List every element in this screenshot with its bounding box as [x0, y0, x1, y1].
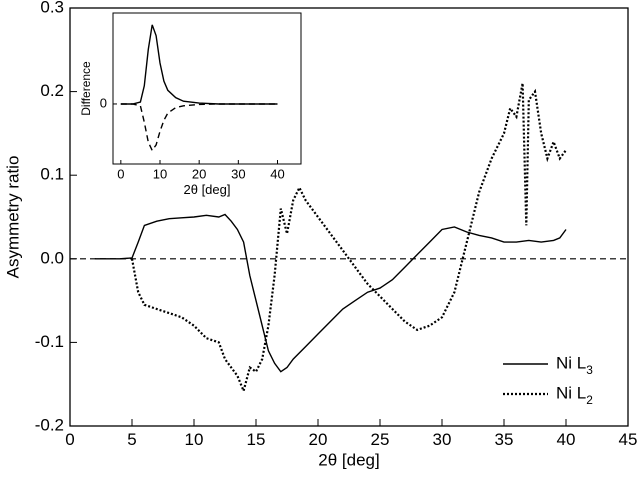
x-axis-label: 2θ [deg]: [318, 450, 379, 469]
x-tick-label: 10: [153, 166, 167, 181]
x-tick-label: 25: [371, 430, 390, 449]
x-tick-label: 40: [270, 166, 284, 181]
legend-label: Ni L3: [556, 353, 593, 377]
y-axis-label: Difference: [79, 61, 93, 116]
data-line: [120, 103, 278, 152]
x-tick-label: 5: [127, 430, 136, 449]
data-line: [94, 213, 567, 373]
y-tick-label: 0.1: [40, 165, 64, 184]
x-tick-label: 35: [495, 430, 514, 449]
legend-label: Ni L2: [556, 383, 593, 407]
x-tick-label: 20: [192, 166, 206, 181]
x-tick-label: 45: [619, 430, 638, 449]
y-tick-label: 0.2: [40, 81, 64, 100]
x-tick-label: 0: [117, 166, 124, 181]
x-tick-label: 0: [65, 430, 74, 449]
x-tick-label: 20: [309, 430, 328, 449]
y-tick-label: 0.3: [40, 0, 64, 16]
x-tick-label: 40: [557, 430, 576, 449]
y-tick-label: -0.1: [35, 332, 64, 351]
data-line: [130, 82, 567, 395]
y-tick-label: -0.2: [35, 415, 64, 434]
y-tick-label: 0: [100, 95, 107, 110]
y-axis-label: Asymmetry ratio: [3, 156, 22, 279]
plot-frame: [112, 12, 302, 165]
x-tick-label: 15: [247, 430, 266, 449]
x-tick-label: 10: [185, 430, 204, 449]
y-tick-label: 0.0: [40, 248, 64, 267]
data-line: [120, 24, 278, 105]
x-tick-label: 30: [433, 430, 452, 449]
x-tick-label: 30: [231, 166, 245, 181]
x-axis-label: 2θ [deg]: [184, 182, 231, 197]
